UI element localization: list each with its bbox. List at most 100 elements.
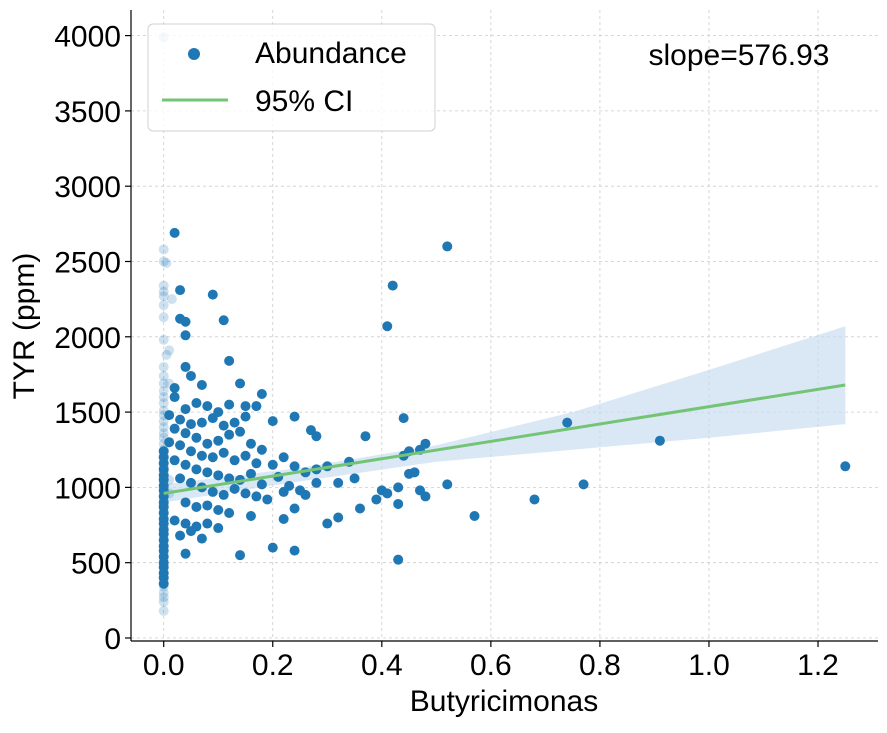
faded-point-15: [158, 378, 169, 389]
data-point-108: [360, 431, 371, 442]
x-tick-label-6: 1.2: [797, 649, 839, 682]
data-point-28: [229, 417, 240, 428]
data-point-76: [240, 488, 251, 499]
data-point-103: [322, 518, 333, 529]
faded-point-13: [158, 361, 169, 372]
legend-marker-abundance: [188, 48, 200, 60]
data-point-61: [202, 467, 213, 478]
data-point-101: [235, 550, 246, 561]
faded-point-19: [158, 398, 169, 409]
y-tick-label-5: 2500: [54, 246, 121, 279]
y-tick-label-3: 1500: [54, 397, 121, 430]
faded-point-8: [158, 312, 169, 323]
data-point-116: [398, 413, 409, 424]
faded-point-3: [161, 258, 172, 269]
data-point-124: [420, 438, 431, 449]
data-point-60: [191, 464, 202, 475]
data-point-106: [349, 473, 360, 484]
data-point-79: [278, 486, 289, 497]
faded-point-4: [158, 280, 169, 291]
data-point-158: [158, 446, 169, 457]
data-point-90: [278, 514, 289, 525]
faded-point-50: [158, 592, 169, 603]
faded-point-11: [161, 349, 172, 360]
faded-point-12: [158, 334, 169, 345]
data-point-29: [240, 411, 251, 422]
data-point-88: [224, 507, 235, 518]
faded-point-24: [158, 428, 169, 439]
data-point-15: [191, 398, 202, 409]
data-point-109: [371, 494, 382, 505]
data-point-10: [196, 379, 207, 390]
data-point-123: [420, 491, 431, 502]
data-point-44: [175, 440, 186, 451]
data-point-91: [169, 515, 180, 526]
data-point-41: [245, 438, 256, 449]
y-tick-label-2: 1000: [54, 472, 121, 505]
data-point-5: [175, 313, 186, 324]
data-point-96: [185, 526, 196, 537]
data-point-46: [196, 450, 207, 461]
legend-label-ci: 95% CI: [255, 85, 353, 118]
data-point-100: [289, 545, 300, 556]
data-point-34: [169, 423, 180, 434]
data-point-87: [213, 504, 224, 515]
data-point-104: [333, 512, 344, 523]
faded-point-1: [158, 244, 169, 255]
x-ticks: 0.0 0.2 0.4 0.6 0.8 1.0 1.2: [143, 641, 839, 682]
data-point-89: [245, 511, 256, 522]
data-point-6: [180, 330, 191, 341]
data-point-40: [235, 426, 246, 437]
data-point-47: [207, 452, 218, 463]
y-tick-label-4: 2000: [54, 322, 121, 355]
data-point-12: [256, 389, 267, 400]
data-point-70: [175, 473, 186, 484]
data-point-42: [256, 444, 267, 455]
faded-point-14: [158, 370, 169, 381]
data-point-43: [164, 437, 175, 448]
slope-annotation: slope=576.93: [649, 39, 830, 72]
data-point-156: [158, 578, 169, 589]
data-point-0: [169, 227, 180, 238]
data-point-113: [387, 280, 398, 291]
data-point-85: [191, 501, 202, 512]
data-point-78: [262, 494, 273, 505]
faded-point-18: [158, 392, 169, 403]
data-point-71: [185, 477, 196, 488]
data-point-115: [393, 498, 404, 509]
data-point-22: [164, 410, 175, 421]
data-point-33: [311, 431, 322, 442]
data-points: [158, 227, 851, 589]
data-point-21: [180, 404, 191, 415]
data-point-26: [207, 413, 218, 424]
data-point-99: [267, 542, 278, 553]
regression-line: [163, 383, 846, 495]
data-point-23: [175, 414, 186, 425]
data-point-24: [185, 419, 196, 430]
y-tick-label-0: 0: [104, 623, 121, 656]
data-point-120: [409, 467, 420, 478]
data-point-30: [267, 416, 278, 427]
data-point-27: [218, 420, 229, 431]
faded-point-9: [166, 294, 177, 305]
faded-point-51: [158, 596, 169, 607]
data-point-97: [196, 533, 207, 544]
x-tick-label-0: 0.0: [143, 649, 185, 682]
data-point-36: [191, 432, 202, 443]
faded-point-6: [158, 291, 169, 302]
data-point-7: [224, 355, 235, 366]
data-point-54: [289, 461, 300, 472]
data-point-82: [311, 477, 322, 488]
data-point-11: [235, 378, 246, 389]
regression-line-group: [163, 383, 846, 495]
grid: [131, 10, 878, 641]
data-point-80: [289, 503, 300, 514]
data-point-52: [267, 459, 278, 470]
y-tick-label-7: 3500: [54, 96, 121, 129]
legend-box: [147, 23, 436, 132]
y-ticks: 0 500 1000 1500 2000 2500 3000 3500 4000: [54, 21, 131, 656]
y-tick-label-8: 4000: [54, 21, 121, 54]
data-point-9: [185, 370, 196, 381]
data-point-131: [578, 479, 589, 490]
